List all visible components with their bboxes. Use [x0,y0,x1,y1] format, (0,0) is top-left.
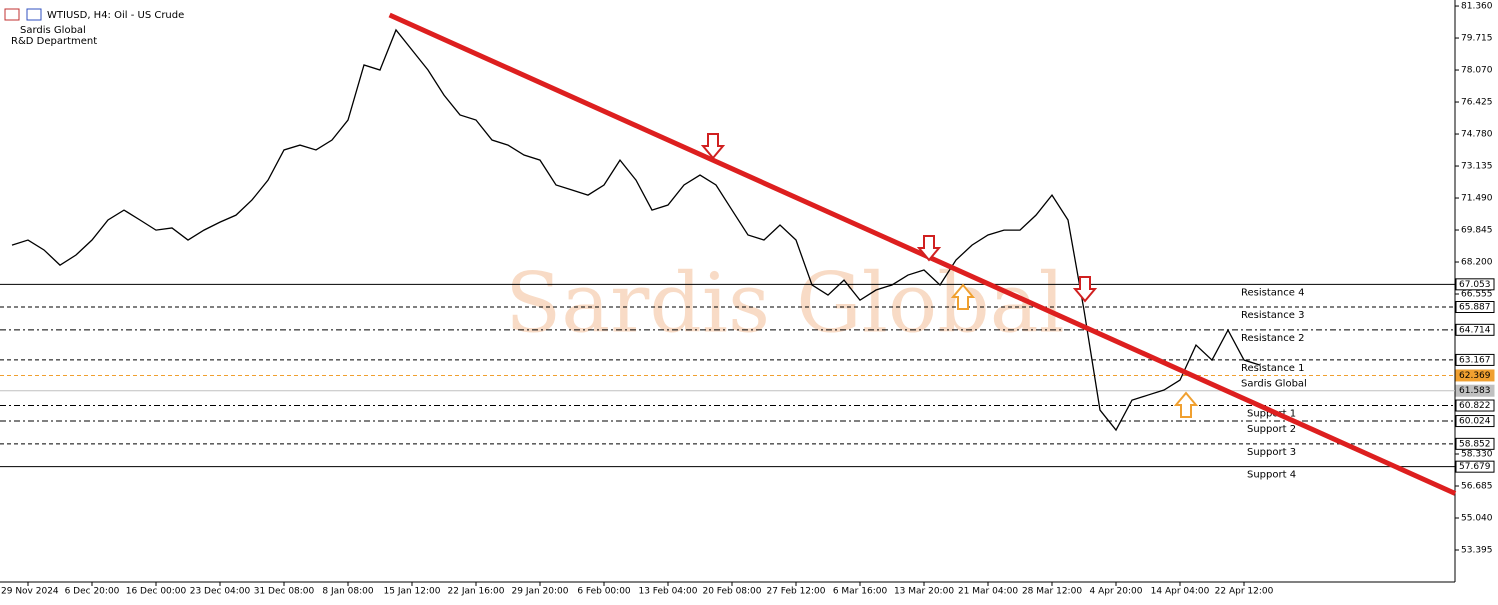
x-tick-label: 13 Mar 20:00 [894,587,954,597]
level-price: 58.852 [1459,439,1491,449]
level-price: 60.024 [1459,417,1491,427]
level-label: Support 1 [1247,409,1296,420]
x-tick-label: 29 Nov 2024 [1,587,59,597]
level-price: 60.822 [1459,401,1491,411]
x-tick-label: 27 Feb 12:00 [766,587,825,597]
level-label: Sardis Global [1241,378,1307,389]
level-label: Resistance 1 [1241,363,1304,374]
y-tick-label: 73.135 [1461,162,1493,172]
signal-arrows [700,133,1199,418]
y-tick-label: 56.685 [1461,482,1493,492]
subtitle: Sardis Global [20,25,86,36]
y-tick-label: 53.395 [1461,546,1493,556]
level-price-box [1455,353,1495,366]
y-tick-label: 71.490 [1461,194,1493,204]
x-tick-label: 16 Dec 00:00 [126,587,187,597]
y-tick-label: 58.330 [1461,450,1493,460]
x-tick-label: 22 Jan 16:00 [448,587,505,597]
price-line [11,28,1261,432]
level-label: Resistance 2 [1241,333,1304,344]
icon [26,8,42,21]
x-tick-label: 29 Jan 20:00 [512,587,569,597]
x-tick-label: 23 Dec 04:00 [190,587,251,597]
level-price: 61.583 [1459,386,1491,396]
level-price: 57.679 [1459,462,1491,472]
level-label: Support 2 [1247,424,1296,435]
level-label: Support 3 [1247,447,1296,458]
trend-line [388,12,1457,496]
x-tick-label: 28 Mar 12:00 [1022,587,1082,597]
level-price-box [1455,399,1495,412]
level-label: Resistance 3 [1241,310,1304,321]
x-tick-label: 6 Feb 00:00 [577,587,631,597]
x-tick-label: 14 Apr 04:00 [1151,587,1210,597]
level-price-box [1455,437,1495,450]
y-tick-label: 69.845 [1461,226,1493,236]
level-price: 64.714 [1459,325,1491,335]
down-arrow [1072,276,1098,303]
department: R&D Department [11,36,97,47]
watermark: Sardis Global [505,257,1065,352]
x-tick-label: 6 Dec 20:00 [65,587,120,597]
level-price-box [1455,384,1495,397]
x-tick-label: 21 Mar 04:00 [958,587,1018,597]
header-icons [4,8,42,21]
x-tick-label: 4 Apr 20:00 [1090,587,1143,597]
x-tick-label: 15 Jan 12:00 [384,587,441,597]
y-tick-label: 66.555 [1461,290,1493,300]
y-tick-label: 79.715 [1461,34,1493,44]
x-tick-label: 8 Jan 08:00 [322,587,374,597]
level-price: 65.887 [1459,303,1491,313]
level-label: Resistance 4 [1241,287,1304,298]
level-price-box [1455,301,1495,314]
x-tick-label: 22 Apr 12:00 [1215,587,1274,597]
level-price-box [1455,278,1495,291]
level-price-box [1455,369,1495,382]
up-arrow [950,283,976,310]
x-tick-label: 20 Feb 08:00 [702,587,761,597]
level-price-box [1455,415,1495,428]
y-tick-label: 55.040 [1461,514,1493,524]
y-tick-label: 78.070 [1461,66,1493,76]
y-tick-label: 76.425 [1461,98,1493,108]
up-arrow [1173,391,1199,418]
level-price: 67.053 [1459,280,1491,290]
level-price: 62.369 [1459,371,1491,381]
down-arrow [700,133,726,160]
chart-title: WTIUSD, H4: Oil - US Crude [47,10,184,21]
x-tick-label: 6 Mar 16:00 [833,587,888,597]
x-tick-label: 31 Dec 08:00 [254,587,315,597]
y-tick-label: 68.200 [1461,258,1493,268]
y-tick-label: 74.780 [1461,130,1493,140]
down-arrow [916,235,942,262]
level-price: 63.167 [1459,355,1491,365]
level-price-box [1455,460,1495,473]
y-tick-label: 81.360 [1461,2,1493,12]
level-label: Support 4 [1247,470,1296,481]
icon [4,8,20,21]
x-tick-label: 13 Feb 04:00 [638,587,697,597]
level-price-box [1455,323,1495,336]
